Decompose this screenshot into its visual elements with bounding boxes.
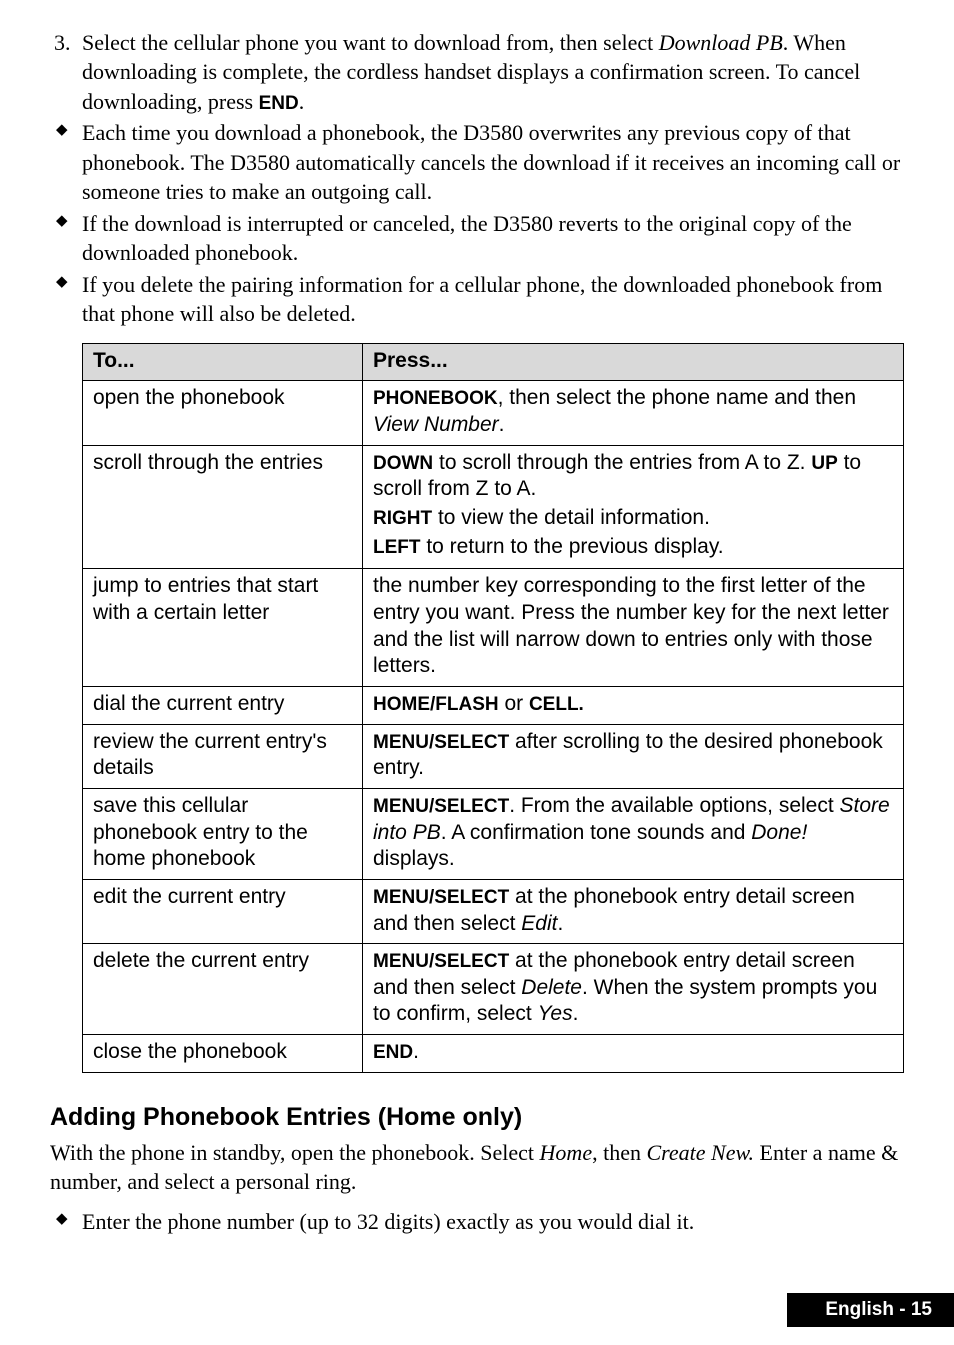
section-paragraph: With the phone in standby, open the phon… — [50, 1138, 904, 1197]
cell-text: MENU/SELECT — [373, 887, 509, 908]
top-bullets: Each time you download a phonebook, the … — [50, 118, 904, 328]
action-cell: save this cellular phonebook entry to th… — [83, 788, 363, 879]
cell-text: . From the available options, select — [509, 794, 839, 817]
bullet-item: Each time you download a phonebook, the … — [50, 118, 904, 206]
bullet-item: If you delete the pairing information fo… — [50, 270, 904, 329]
table-row: jump to entries that start with a certai… — [83, 569, 904, 687]
action-cell: open the phonebook — [83, 381, 363, 445]
cell-text: Done! — [751, 821, 807, 844]
bullet-item: Enter the phone number (up to 32 digits)… — [50, 1207, 904, 1236]
action-cell: jump to entries that start with a certai… — [83, 569, 363, 687]
cell-text: MENU/SELECT — [373, 796, 509, 817]
cell-text: END — [373, 1042, 413, 1063]
cell-text: displays. — [373, 847, 455, 870]
cell-text: PHONEBOOK — [373, 388, 498, 409]
press-cell: PHONEBOOK, then select the phone name an… — [363, 381, 904, 445]
cell-text: Delete — [521, 976, 582, 999]
press-cell: END. — [363, 1035, 904, 1073]
cell-text: HOME/FLASH — [373, 694, 499, 715]
home-label: Home — [540, 1140, 593, 1165]
bottom-bullets: Enter the phone number (up to 32 digits)… — [50, 1207, 904, 1236]
table-row: edit the current entryMENU/SELECT at the… — [83, 879, 904, 943]
cell-text: to return to the previous display. — [421, 535, 724, 558]
col-press: Press... — [363, 343, 904, 381]
cell-text: View Number — [373, 413, 499, 436]
step3-text-c: . — [299, 89, 305, 114]
end-key: END — [259, 93, 299, 114]
cell-text: Yes — [538, 1002, 573, 1025]
cell-text: the number key corresponding to the firs… — [373, 574, 889, 677]
col-to: To... — [83, 343, 363, 381]
cell-text: . — [499, 413, 505, 436]
table-row: review the current entry's detailsMENU/S… — [83, 724, 904, 788]
action-cell: close the phonebook — [83, 1035, 363, 1073]
cell-text: , then select the phone name and then — [498, 386, 856, 409]
press-cell: HOME/FLASH or CELL. — [363, 686, 904, 724]
table-row: scroll through the entriesDOWN to scroll… — [83, 445, 904, 569]
step3-text-a: Select the cellular phone you want to do… — [82, 30, 659, 55]
cell-text: to scroll through the entries from A to … — [433, 451, 811, 474]
action-cell: dial the current entry — [83, 686, 363, 724]
action-cell: delete the current entry — [83, 944, 363, 1035]
action-cell: edit the current entry — [83, 879, 363, 943]
table-row: open the phonebookPHONEBOOK, then select… — [83, 381, 904, 445]
press-cell: MENU/SELECT at the phonebook entry detai… — [363, 879, 904, 943]
para-b: , then — [592, 1140, 646, 1165]
bullet-item: If the download is interrupted or cancel… — [50, 209, 904, 268]
table-row: delete the current entryMENU/SELECT at t… — [83, 944, 904, 1035]
download-pb-label: Download PB — [659, 30, 783, 55]
numbered-list: Select the cellular phone you want to do… — [50, 28, 904, 116]
press-cell: MENU/SELECT after scrolling to the desir… — [363, 724, 904, 788]
cell-text: Edit — [521, 912, 557, 935]
cell-text: DOWN — [373, 453, 433, 474]
cell-text: MENU/SELECT — [373, 732, 509, 753]
cell-text: . — [413, 1040, 419, 1063]
cell-text: to view the detail information. — [432, 506, 710, 529]
para-a: With the phone in standby, open the phon… — [50, 1140, 540, 1165]
press-cell: MENU/SELECT at the phonebook entry detai… — [363, 944, 904, 1035]
cell-text: MENU/SELECT — [373, 951, 509, 972]
cell-text: or — [499, 692, 529, 715]
page-footer: English - 15 — [787, 1293, 954, 1327]
table-row: save this cellular phonebook entry to th… — [83, 788, 904, 879]
cell-text: . — [573, 1002, 579, 1025]
press-cell: DOWN to scroll through the entries from … — [363, 445, 904, 569]
table-row: close the phonebookEND. — [83, 1035, 904, 1073]
step-3: Select the cellular phone you want to do… — [76, 28, 904, 116]
cell-text: LEFT — [373, 537, 421, 558]
cell-text: UP — [811, 453, 837, 474]
table-row: dial the current entryHOME/FLASH or CELL… — [83, 686, 904, 724]
section-heading: Adding Phonebook Entries (Home only) — [50, 1103, 904, 1132]
action-cell: review the current entry's details — [83, 724, 363, 788]
phonebook-actions-table: To... Press... open the phonebookPHONEBO… — [82, 343, 904, 1073]
cell-text: . A confirmation tone sounds and — [441, 821, 752, 844]
press-cell: the number key corresponding to the firs… — [363, 569, 904, 687]
press-cell: MENU/SELECT. From the available options,… — [363, 788, 904, 879]
cell-text: RIGHT — [373, 508, 432, 529]
action-cell: scroll through the entries — [83, 445, 363, 569]
cell-text: CELL. — [529, 694, 584, 715]
cell-text: . — [557, 912, 563, 935]
create-new-label: Create New. — [646, 1140, 754, 1165]
